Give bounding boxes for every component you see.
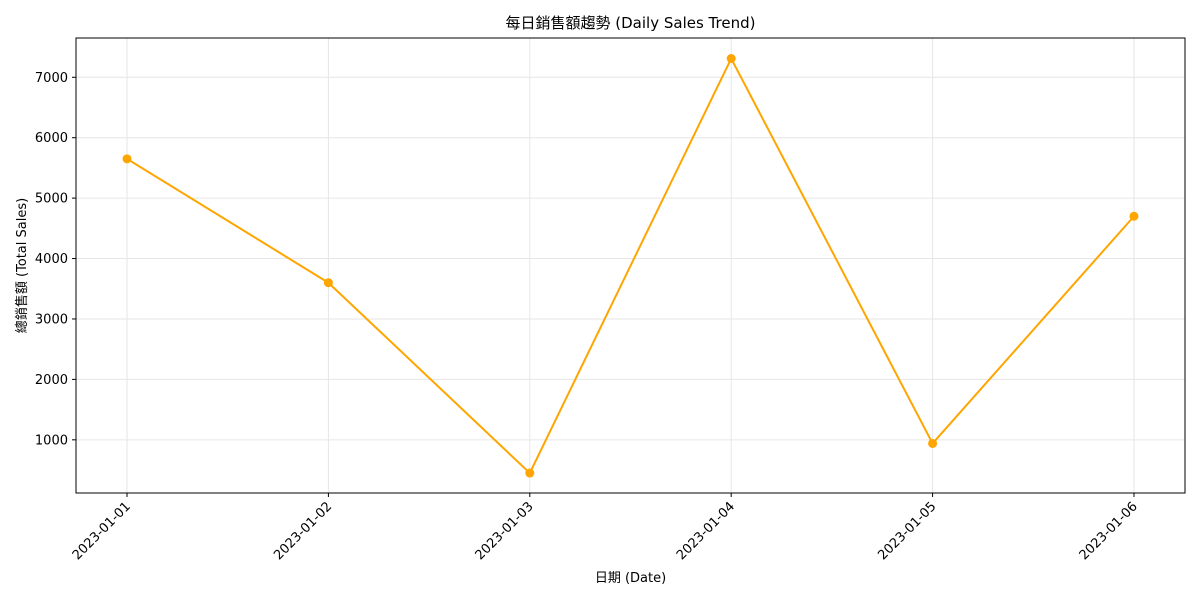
chart-title: 每日銷售額趨勢 (Daily Sales Trend) (506, 14, 756, 32)
x-tick-label: 2023-01-01 (70, 499, 134, 563)
data-point (928, 438, 938, 448)
x-tick-label: 2023-01-03 (473, 499, 537, 563)
x-tick-label: 2023-01-04 (674, 499, 738, 563)
x-tick-label: 2023-01-02 (271, 499, 335, 563)
x-tick-label: 2023-01-05 (875, 499, 939, 563)
grid (76, 38, 1185, 493)
y-axis-title: 總銷售額 (Total Sales) (14, 198, 30, 333)
data-point (122, 154, 132, 164)
plot-frame (75, 37, 1186, 494)
x-tick-label: 2023-01-06 (1077, 499, 1141, 563)
y-tick-label: 7000 (35, 71, 68, 86)
y-tick-label: 4000 (35, 252, 68, 267)
data-point (525, 468, 535, 478)
data-point (323, 278, 333, 288)
series-line (126, 57, 1135, 475)
y-tick-label: 2000 (35, 373, 68, 388)
y-tick-label: 1000 (35, 433, 68, 448)
axis-ticks: 2023-01-01 2023-01-02 2023-01-03 2023-01-04… (35, 71, 1141, 563)
y-tick-label: 5000 (35, 192, 68, 207)
x-axis-title: 日期 (Date) (595, 571, 666, 586)
y-tick-label: 6000 (35, 131, 68, 146)
data-point (1129, 211, 1139, 221)
series-layer (122, 54, 1139, 478)
y-tick-label: 3000 (35, 312, 68, 327)
data-point (726, 54, 736, 64)
